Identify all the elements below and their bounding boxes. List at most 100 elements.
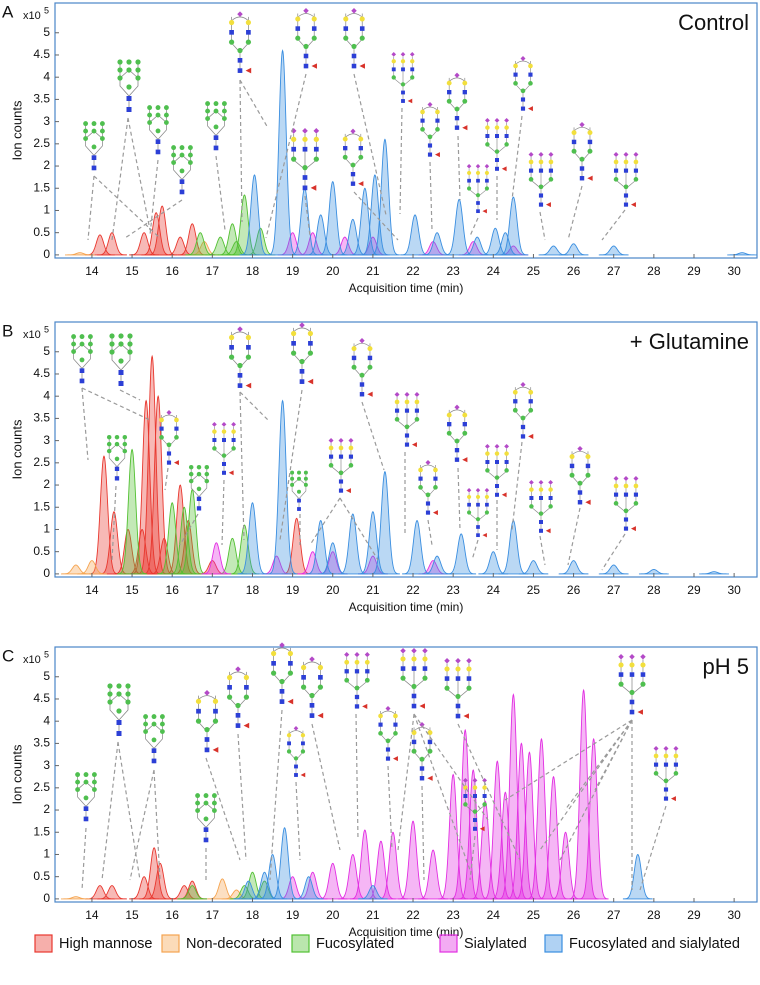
glycan-icon <box>226 666 250 729</box>
glycan-icon <box>443 658 473 720</box>
peak <box>201 542 232 575</box>
x-tick-label: 15 <box>125 264 139 278</box>
peak <box>165 484 196 575</box>
legend-label: Fucosylated and sialylated <box>569 936 740 952</box>
y-tick-label: 4 <box>43 713 50 727</box>
y-tick-label: 0.5 <box>33 544 50 558</box>
glycan-icon <box>342 8 366 70</box>
y-tick-label: 2.5 <box>33 455 50 469</box>
x-tick-label: 23 <box>446 583 460 597</box>
x-tick-label: 24 <box>487 264 501 278</box>
x-tick-label: 30 <box>727 583 741 597</box>
glycan-icon <box>446 404 468 463</box>
glycan-icon <box>158 410 180 466</box>
x-tick-label: 28 <box>647 908 661 922</box>
y-tick-label: 1 <box>43 522 50 536</box>
panel-title: Control <box>678 10 749 35</box>
y-tick-label: 0 <box>43 891 50 905</box>
legend-label: Fucosylated <box>316 936 394 952</box>
peak <box>257 853 288 900</box>
peak <box>568 688 599 900</box>
glycan-icon <box>116 58 142 113</box>
glycan-icon <box>290 322 314 385</box>
x-tick-label: 19 <box>286 583 300 597</box>
peak <box>143 394 174 575</box>
glycan-icon <box>377 706 399 762</box>
x-tick-label: 26 <box>567 264 581 278</box>
x-tick-label: 21 <box>366 583 380 597</box>
peak <box>599 564 629 575</box>
legend-label: Sialylated <box>464 936 527 952</box>
peak <box>578 737 609 900</box>
glycan-icon <box>290 128 320 192</box>
peak <box>293 876 324 900</box>
glycan-icon <box>419 102 441 158</box>
x-tick-label: 19 <box>286 908 300 922</box>
x-tick-label: 17 <box>206 583 220 597</box>
glycan-icon <box>653 746 679 802</box>
panel: 0 0.5 1 1.5 2 2.5 3 3.5 4 4.5 5 14 15 16 17 18 19 20 21 22 2… <box>2 2 758 295</box>
x-tick-label: 16 <box>166 908 180 922</box>
x-tick-label: 21 <box>366 264 380 278</box>
peak <box>267 49 298 256</box>
y-tick-label: 2 <box>43 802 50 816</box>
peak <box>131 399 162 575</box>
glycan-icon <box>74 771 98 822</box>
x-tick-label: 25 <box>527 264 541 278</box>
glycan-icon <box>571 122 594 182</box>
y-tick-label: 1 <box>43 203 50 217</box>
peak <box>538 775 569 900</box>
x-tick-label: 14 <box>85 583 99 597</box>
glycan-icons-a <box>82 8 639 241</box>
y-scale: x10 <box>23 654 41 666</box>
x-tick-label: 24 <box>487 908 501 922</box>
peak <box>599 245 629 256</box>
peak <box>317 862 348 900</box>
peak <box>370 138 400 256</box>
y-tick-label: 4.5 <box>33 691 50 705</box>
peak <box>482 760 513 900</box>
peak <box>97 885 127 900</box>
y-tick-label: 0 <box>43 566 50 580</box>
peak <box>229 194 260 256</box>
y-scale-exponent: 5 <box>44 649 49 659</box>
peak <box>169 506 200 575</box>
x-tick-label: 18 <box>246 908 260 922</box>
x-tick-label: 16 <box>166 264 180 278</box>
peak <box>357 511 388 575</box>
panel-title: pH 5 <box>703 654 749 679</box>
plot-frame <box>54 646 758 903</box>
peak <box>358 885 388 900</box>
glycan-icon <box>351 338 374 398</box>
glycan-icon <box>195 690 219 754</box>
peak <box>402 520 432 575</box>
y-tick-label: 0 <box>43 247 50 261</box>
x-tick-label: 22 <box>406 264 420 278</box>
legend-swatch <box>291 934 310 953</box>
y-tick-label: 1 <box>43 847 50 861</box>
peak <box>145 862 176 900</box>
glycan-icon <box>289 470 309 512</box>
peak <box>446 533 477 575</box>
y-axis-title: Ion counts <box>9 100 24 160</box>
leader-lines <box>81 709 667 891</box>
x-tick-label: 28 <box>647 583 661 597</box>
glycan-icon <box>613 476 639 532</box>
glycan-icon <box>512 382 534 440</box>
x-tick-label: 22 <box>406 908 420 922</box>
peak <box>438 773 469 900</box>
x-tick-label: 25 <box>527 908 541 922</box>
plot-area <box>65 49 757 256</box>
glycan-icon <box>390 52 416 104</box>
x-tick-label: 14 <box>85 264 99 278</box>
peak <box>498 693 529 900</box>
glycan-icon <box>484 444 510 498</box>
y-scale-exponent: 5 <box>44 5 49 15</box>
peak <box>349 829 380 900</box>
peak <box>89 455 119 575</box>
peak <box>526 737 557 900</box>
peak <box>639 568 669 575</box>
x-tick-label: 14 <box>85 908 99 922</box>
peak <box>370 470 400 575</box>
